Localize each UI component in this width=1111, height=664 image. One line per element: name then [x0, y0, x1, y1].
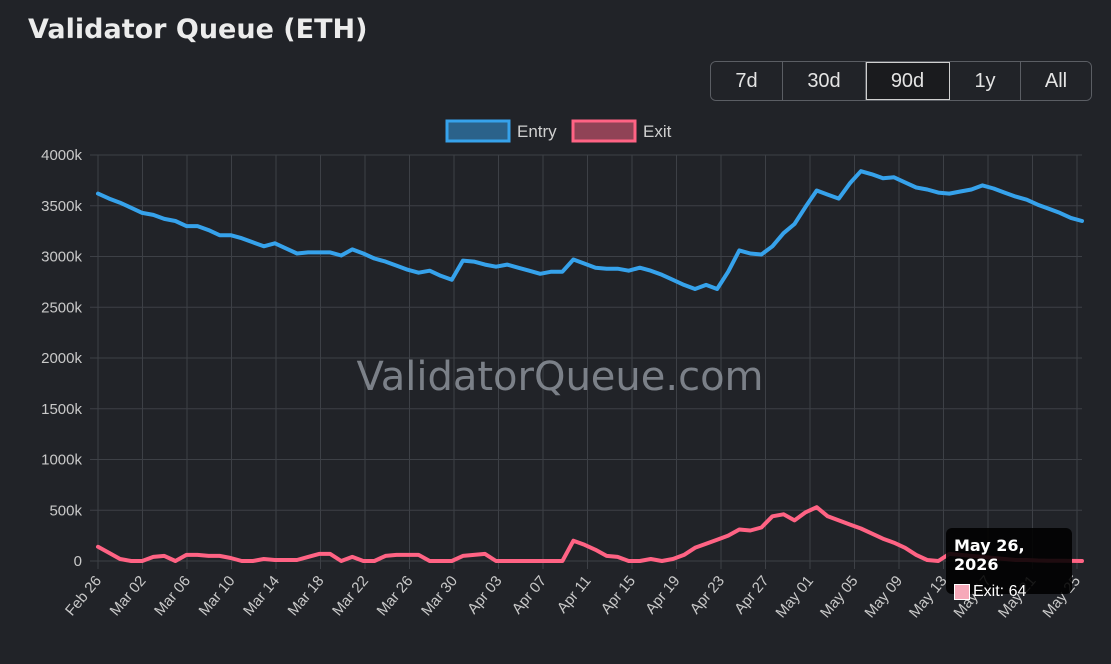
x-tick-label: May 09 — [861, 573, 906, 622]
chart-series — [96, 169, 1084, 563]
chart-tooltip: May 26, 2026 Exit: 64 — [946, 528, 1072, 600]
legend-label-entry[interactable]: Entry — [517, 122, 557, 141]
y-tick-label: 4000k — [41, 147, 82, 164]
x-tick-label: May 05 — [817, 573, 862, 622]
x-tick-label: Mar 18 — [285, 573, 328, 620]
range-button-90d[interactable]: 90d — [866, 62, 950, 100]
y-tick-label: 0 — [74, 553, 82, 570]
legend-label-exit[interactable]: Exit — [643, 122, 672, 141]
range-button-1y[interactable]: 1y — [950, 62, 1021, 100]
y-tick-label: 3500k — [41, 198, 82, 215]
x-tick-label: Apr 23 — [687, 573, 728, 618]
y-tick-label: 2000k — [41, 350, 82, 367]
x-tick-label: Mar 02 — [107, 573, 150, 620]
chart-grid — [90, 154, 1082, 569]
x-tick-label: Mar 22 — [329, 573, 372, 620]
y-tick-label: 3000k — [41, 249, 82, 266]
range-selector: 7d 30d 90d 1y All — [710, 61, 1092, 101]
x-tick-label: Apr 11 — [554, 573, 595, 617]
x-tick-label: Apr 19 — [642, 573, 683, 618]
x-tick-label: Mar 30 — [418, 573, 461, 620]
x-tick-label: Mar 06 — [151, 573, 194, 620]
x-tick-label: May 01 — [772, 573, 817, 622]
x-axis-ticks: Feb 26 Mar 02 Mar 06 Mar 10 Mar 14 Mar 18 Mar … — [62, 573, 1084, 622]
series-line-exit[interactable] — [96, 505, 1084, 563]
x-tick-label: Feb 26 — [62, 573, 105, 620]
series-line-entry[interactable] — [96, 169, 1084, 291]
x-tick-label: Mar 26 — [374, 573, 417, 620]
x-tick-label: Mar 10 — [196, 573, 239, 620]
page-title: Validator Queue (ETH) — [28, 14, 368, 45]
x-tick-label: Apr 27 — [731, 573, 772, 618]
x-tick-label: Mar 14 — [240, 573, 283, 620]
x-tick-label: Apr 15 — [598, 573, 639, 618]
chart-legend: Entry Exit — [445, 119, 672, 143]
tooltip-swatch — [954, 584, 970, 600]
legend-swatch-entry[interactable] — [445, 119, 511, 143]
range-button-30d[interactable]: 30d — [783, 62, 866, 100]
x-tick-label: Apr 07 — [509, 573, 550, 618]
y-tick-label: 500k — [49, 502, 82, 519]
range-button-7d[interactable]: 7d — [711, 62, 783, 100]
tooltip-title: May 26, 2026 — [954, 536, 1025, 574]
watermark: ValidatorQueue.com — [356, 354, 763, 400]
y-tick-label: 1500k — [41, 401, 82, 418]
x-tick-label: May 13 — [906, 573, 951, 622]
range-button-all[interactable]: All — [1021, 62, 1091, 100]
x-tick-label: Apr 03 — [464, 573, 505, 618]
y-axis-ticks: 0 500k 1000k 1500k 2000k 2500k 3000k 3500k 4000k — [41, 147, 82, 570]
y-tick-label: 1000k — [41, 452, 82, 469]
tooltip-value: Exit: 64 — [973, 583, 1027, 600]
legend-swatch-exit[interactable] — [571, 119, 637, 143]
y-tick-label: 2500k — [41, 299, 82, 316]
